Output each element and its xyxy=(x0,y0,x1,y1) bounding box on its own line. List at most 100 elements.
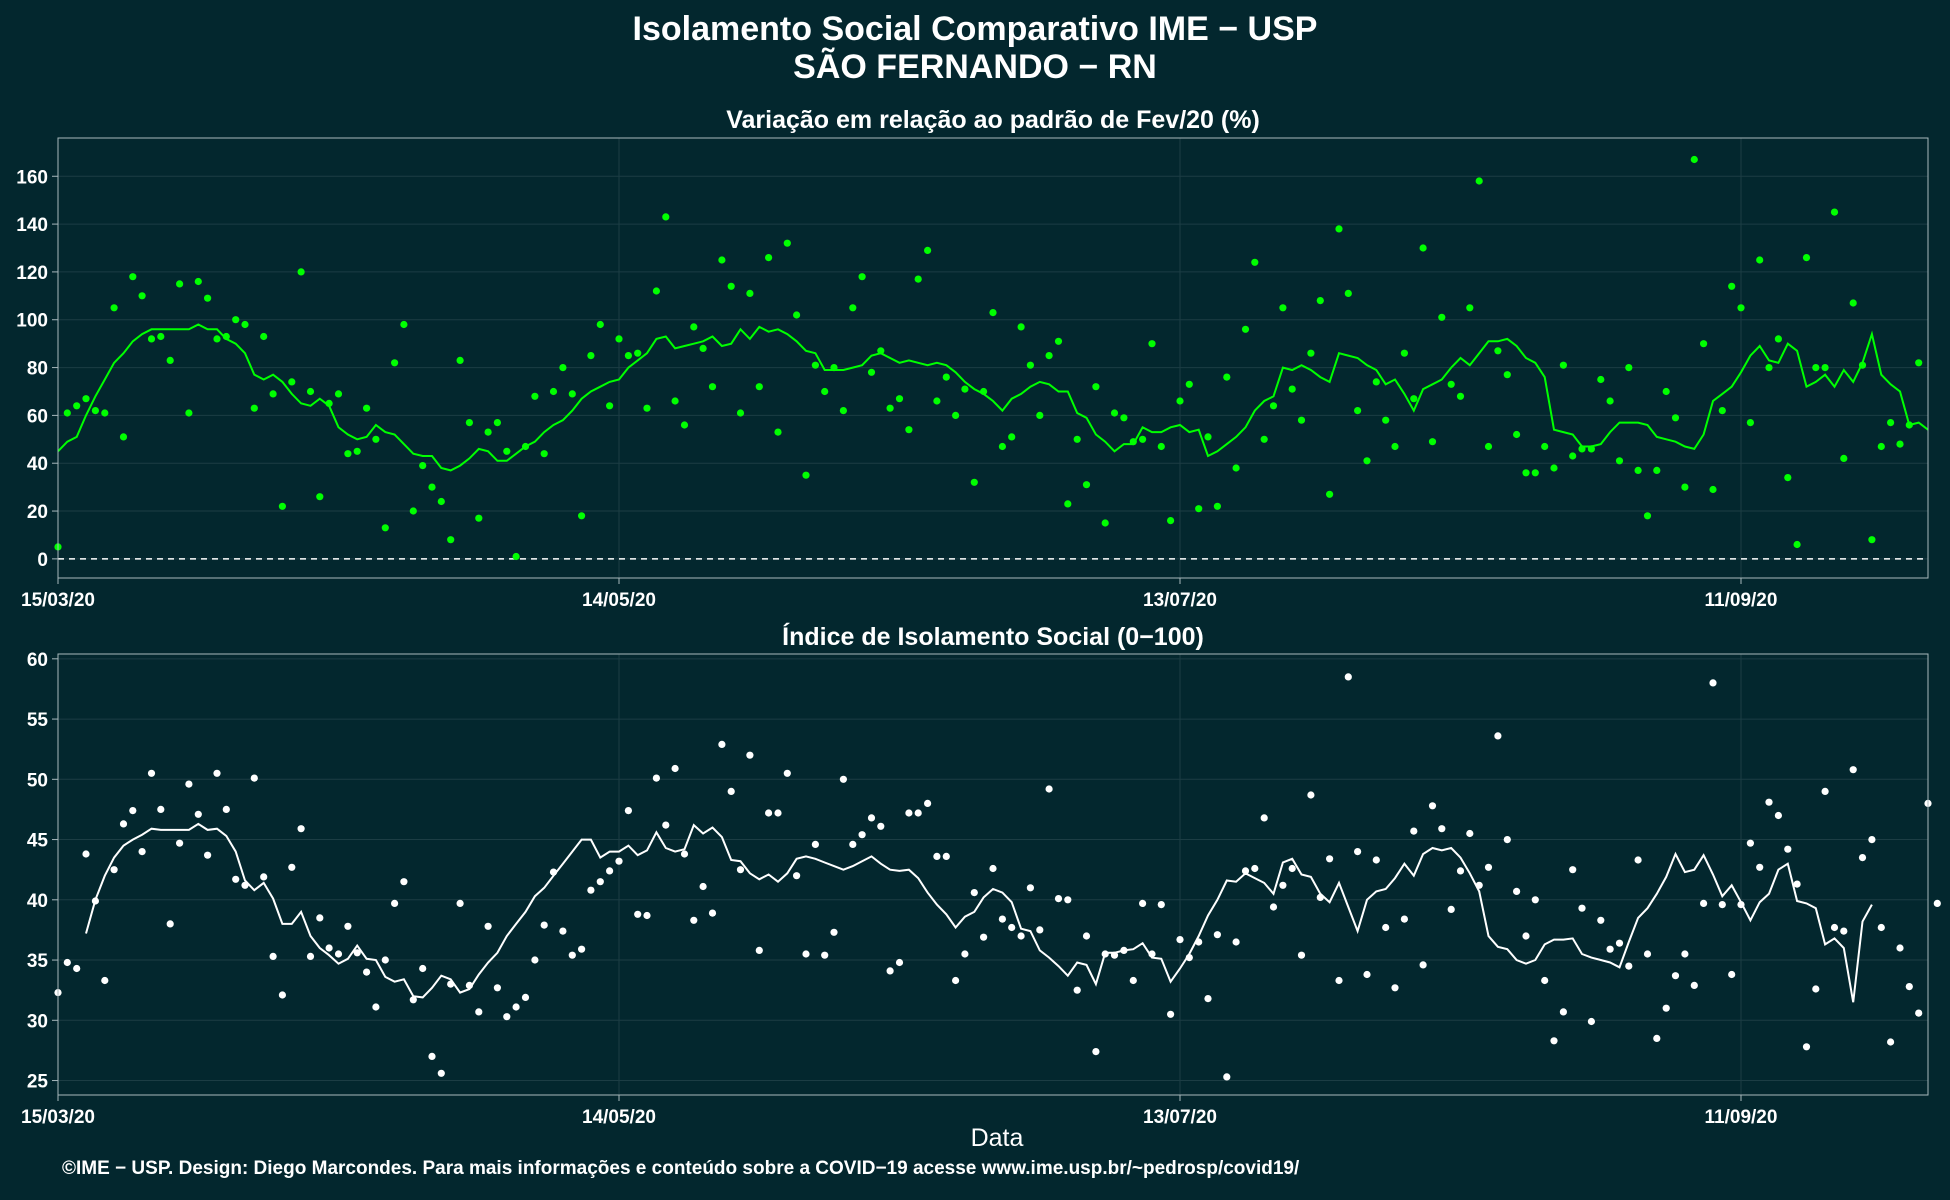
data-point xyxy=(1223,1073,1231,1081)
y-tick-label: 60 xyxy=(27,406,48,427)
data-point xyxy=(250,774,258,782)
data-point xyxy=(727,282,735,290)
data-point xyxy=(1167,517,1175,525)
data-point xyxy=(1830,923,1839,932)
data-point xyxy=(437,1069,445,1077)
data-point xyxy=(1915,359,1923,367)
data-point xyxy=(1195,505,1203,513)
data-point xyxy=(531,392,539,400)
data-point xyxy=(858,273,866,281)
data-point xyxy=(811,361,820,369)
data-point xyxy=(1279,881,1287,889)
data-point xyxy=(1513,430,1521,439)
data-point xyxy=(1597,916,1605,924)
data-point xyxy=(1550,1037,1558,1045)
data-point xyxy=(718,256,726,264)
y-tick-label: 50 xyxy=(27,770,48,791)
data-point xyxy=(419,964,427,973)
data-point xyxy=(1213,931,1221,939)
y-tick-label: 0 xyxy=(37,550,48,571)
data-point xyxy=(774,809,782,817)
data-point xyxy=(1157,901,1165,909)
data-point xyxy=(690,916,698,924)
data-point xyxy=(1092,383,1100,391)
data-point xyxy=(1251,864,1259,873)
data-point xyxy=(1419,244,1427,252)
data-point xyxy=(1139,899,1147,908)
data-point xyxy=(933,397,941,405)
data-point xyxy=(596,878,604,886)
data-point xyxy=(549,387,558,396)
data-point xyxy=(1269,903,1278,911)
data-point xyxy=(1241,867,1250,875)
data-point xyxy=(886,967,894,975)
data-point xyxy=(73,964,81,973)
data-point xyxy=(260,873,268,881)
data-point xyxy=(914,275,922,283)
data-point xyxy=(1204,995,1212,1003)
data-point xyxy=(793,311,801,319)
data-point xyxy=(1681,483,1689,491)
data-point xyxy=(1606,397,1614,405)
data-point xyxy=(1120,414,1128,422)
data-point xyxy=(849,304,857,312)
data-point xyxy=(456,356,464,364)
data-point xyxy=(531,956,539,964)
data-point xyxy=(1335,976,1343,985)
data-point xyxy=(1737,304,1745,312)
data-point xyxy=(1223,373,1231,381)
data-point xyxy=(1812,985,1820,993)
data-point xyxy=(1709,679,1717,687)
data-point xyxy=(1017,323,1025,331)
data-point xyxy=(680,850,689,858)
data-point xyxy=(1475,177,1483,185)
moving-average-line xyxy=(57,323,1929,472)
data-point xyxy=(1868,536,1876,544)
data-point xyxy=(1887,419,1895,427)
data-point xyxy=(540,450,548,458)
data-point xyxy=(1260,814,1268,822)
data-point xyxy=(1129,976,1137,985)
y-tick-label: 55 xyxy=(27,710,49,731)
y-tick-label: 20 xyxy=(27,502,48,523)
data-point xyxy=(269,952,277,961)
data-point xyxy=(736,866,745,874)
data-point xyxy=(213,769,221,777)
data-point xyxy=(774,428,782,436)
data-point xyxy=(1344,673,1352,681)
data-point xyxy=(1026,361,1034,369)
data-point xyxy=(587,352,595,360)
data-point xyxy=(1363,970,1371,979)
data-point xyxy=(924,799,932,808)
data-point xyxy=(512,552,520,561)
data-point xyxy=(1466,304,1474,312)
data-point xyxy=(138,848,146,856)
data-point xyxy=(1326,855,1334,863)
data-point xyxy=(765,254,773,262)
data-point xyxy=(419,462,427,470)
data-point xyxy=(1718,901,1726,909)
data-point xyxy=(1279,304,1287,312)
data-point xyxy=(1765,798,1773,806)
data-point xyxy=(372,1003,380,1011)
x-tick-label: 15/03/20 xyxy=(21,1107,95,1128)
data-point xyxy=(662,213,670,221)
data-point xyxy=(1896,440,1904,448)
data-point xyxy=(1802,1043,1811,1051)
data-point xyxy=(727,787,735,796)
data-point xyxy=(1690,981,1698,990)
data-point xyxy=(306,387,315,396)
data-point xyxy=(1643,512,1652,520)
data-point xyxy=(989,309,997,317)
data-point xyxy=(372,435,380,443)
data-point xyxy=(316,493,324,501)
data-point xyxy=(783,239,791,247)
data-point xyxy=(1026,884,1034,892)
data-point xyxy=(1671,972,1680,980)
y-tick-label: 25 xyxy=(27,1072,49,1093)
data-point xyxy=(456,899,464,908)
data-point xyxy=(1793,880,1801,888)
data-point xyxy=(1101,519,1109,527)
data-point xyxy=(578,512,586,520)
x-tick-label: 11/09/20 xyxy=(1705,1107,1778,1128)
